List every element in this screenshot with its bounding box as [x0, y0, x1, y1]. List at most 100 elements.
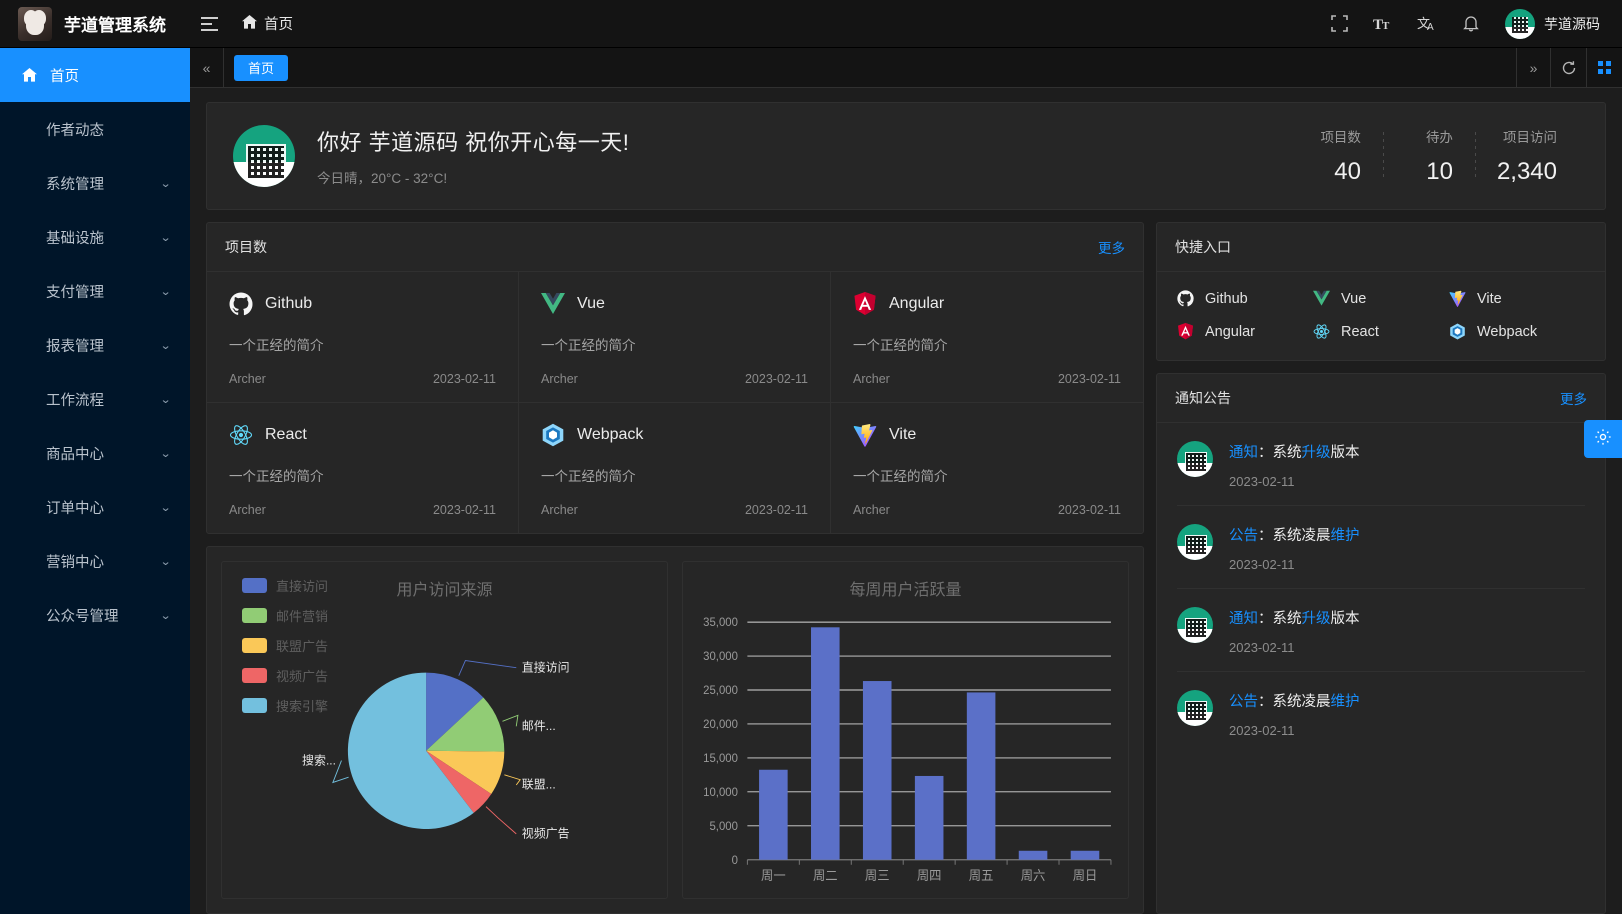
grid-icon[interactable]	[1586, 47, 1622, 88]
svg-text:T: T	[1373, 17, 1383, 32]
legend-item[interactable]: 直接访问	[242, 576, 328, 595]
avatar	[1177, 607, 1213, 643]
pie-leader-line	[458, 660, 517, 676]
webpack-icon	[541, 423, 565, 447]
project-desc: 一个正经的简介	[229, 469, 324, 484]
quick-entry-angular[interactable]: Angular	[1177, 323, 1313, 340]
bar[interactable]	[1018, 850, 1048, 860]
project-card-webpack[interactable]: Webpack 一个正经的简介 Archer 2023-02-11	[519, 403, 831, 533]
pie-slice[interactable]	[426, 672, 484, 751]
notice-body: 通知：系统升级版本 2023-02-11	[1229, 607, 1360, 655]
sidebar-item-home[interactable]: 首页	[0, 48, 190, 102]
y-axis-tick-label: 30,000	[703, 650, 738, 663]
hamburger-icon[interactable]	[190, 0, 228, 48]
stat-value: 40	[1334, 158, 1361, 185]
settings-fab[interactable]	[1584, 420, 1622, 458]
project-card-angular[interactable]: Angular 一个正经的简介 Archer 2023-02-11	[831, 272, 1143, 403]
notice-item[interactable]: 公告：系统凌晨维护 2023-02-11	[1177, 506, 1585, 589]
bar[interactable]	[759, 769, 788, 860]
quick-entry-webpack[interactable]: Webpack	[1449, 323, 1585, 340]
right-panels: 快捷入口 Github	[1156, 222, 1606, 914]
legend-item[interactable]: 邮件营销	[242, 606, 328, 625]
user-menu[interactable]: 芋道源码	[1495, 8, 1606, 39]
pie-slice[interactable]	[426, 697, 505, 752]
project-date: 2023-02-11	[744, 503, 808, 517]
sidebar-item-label: 作者动态	[46, 122, 104, 139]
breadcrumb[interactable]: 首页	[242, 13, 293, 34]
more-link[interactable]: 更多	[1098, 241, 1125, 256]
stat-value: 10	[1426, 158, 1453, 185]
y-axis-tick-label: 10,000	[703, 786, 738, 799]
brand[interactable]: 芋道管理系统	[0, 6, 190, 41]
right-column: « 首页 »	[190, 47, 1622, 914]
notice-item[interactable]: 通知：系统升级版本 2023-02-11	[1177, 423, 1585, 506]
fullscreen-icon[interactable]	[1319, 0, 1359, 48]
notice-body: 通知：系统升级版本 2023-02-11	[1229, 441, 1360, 489]
notices-header: 通知公告 更多	[1157, 374, 1605, 423]
sidebar-item-workflow[interactable]: 工作流程 ⌄	[0, 372, 190, 426]
legend-swatch	[242, 668, 267, 683]
notices-panel: 通知公告 更多 通知：系统升级版本 2023-02-11	[1156, 373, 1606, 914]
more-link[interactable]: 更多	[1560, 392, 1587, 407]
sidebar-item-label: 公众号管理	[46, 608, 119, 625]
chevron-down-icon: ⌄	[159, 609, 172, 622]
chevron-down-icon: ⌄	[159, 231, 172, 244]
sidebar-item-author-news[interactable]: 作者动态	[0, 102, 190, 156]
sidebar-item-label: 系统管理	[46, 176, 104, 193]
svg-text:T: T	[1382, 20, 1390, 32]
quick-entry-vite[interactable]: Vite	[1449, 290, 1585, 307]
notice-item[interactable]: 公告：系统凌晨维护 2023-02-11	[1177, 672, 1585, 754]
quick-entry-github[interactable]: Github	[1177, 290, 1313, 307]
x-axis-tick-label: 周三	[865, 869, 890, 883]
project-card-react[interactable]: React 一个正经的简介 Archer 2023-02-11	[207, 403, 519, 533]
sidebar-item-product[interactable]: 商品中心 ⌄	[0, 426, 190, 480]
quick-entry-vue[interactable]: Vue	[1313, 290, 1449, 307]
angular-icon	[1177, 323, 1194, 340]
project-card-github[interactable]: Github 一个正经的简介 Archer 2023-02-11	[207, 272, 519, 403]
chevron-double-right-icon[interactable]: »	[1516, 47, 1550, 88]
sidebar-item-label: 商品中心	[46, 446, 104, 463]
avatar	[233, 125, 295, 187]
pie-slice[interactable]	[347, 672, 474, 829]
bar[interactable]	[1070, 850, 1100, 860]
sidebar-item-label: 支付管理	[46, 284, 104, 301]
sidebar-item-marketing[interactable]: 营销中心 ⌄	[0, 534, 190, 588]
sidebar-item-order[interactable]: 订单中心 ⌄	[0, 480, 190, 534]
bar[interactable]	[862, 681, 892, 860]
sidebar-item-infrastructure[interactable]: 基础设施 ⌄	[0, 210, 190, 264]
refresh-icon[interactable]	[1550, 47, 1586, 88]
legend-item[interactable]: 搜索引擎	[242, 696, 328, 715]
avatar	[1177, 690, 1213, 726]
chevron-double-left-icon[interactable]: «	[190, 47, 224, 88]
notice-item[interactable]: 通知：系统升级版本 2023-02-11	[1177, 589, 1585, 672]
bar[interactable]	[914, 775, 944, 860]
bar[interactable]	[811, 627, 840, 860]
bar[interactable]	[966, 692, 996, 860]
project-author: Archer	[229, 503, 266, 517]
sidebar-item-label: 工作流程	[46, 392, 104, 409]
projects-grid: Github 一个正经的简介 Archer 2023-02-11	[207, 272, 1143, 533]
bell-icon[interactable]	[1451, 0, 1491, 48]
sidebar-item-payment[interactable]: 支付管理 ⌄	[0, 264, 190, 318]
sidebar-item-mp[interactable]: 公众号管理 ⌄	[0, 588, 190, 642]
sidebar-item-report[interactable]: 报表管理 ⌄	[0, 318, 190, 372]
project-card-vite[interactable]: Vite 一个正经的简介 Archer 2023-02-11	[831, 403, 1143, 533]
pie-slice[interactable]	[426, 750, 505, 794]
home-icon	[242, 14, 257, 33]
legend-item[interactable]: 联盟广告	[242, 636, 328, 655]
legend-item[interactable]: 视频广告	[242, 666, 328, 685]
quick-entry-react[interactable]: React	[1313, 323, 1449, 340]
pie-leader-line	[332, 760, 349, 784]
project-card-vue[interactable]: Vue 一个正经的简介 Archer 2023-02-11	[519, 272, 831, 403]
legend-label: 邮件营销	[276, 609, 329, 624]
pie-slice[interactable]	[426, 750, 492, 813]
sidebar-item-label: 基础设施	[46, 230, 104, 247]
project-date: 2023-02-11	[432, 372, 496, 386]
quick-entry-label: Vite	[1477, 290, 1502, 307]
sidebar-item-system[interactable]: 系统管理 ⌄	[0, 156, 190, 210]
tab-home[interactable]: 首页	[234, 54, 289, 81]
quick-entry-label: Webpack	[1477, 323, 1538, 340]
